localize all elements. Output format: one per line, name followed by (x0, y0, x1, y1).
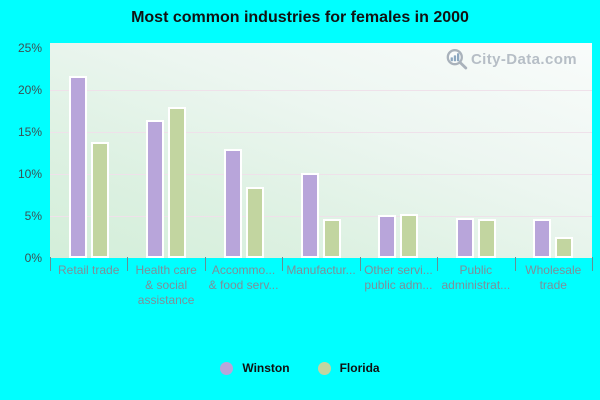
bar-winston-1 (146, 120, 165, 258)
x-axis-tick-7 (592, 257, 593, 271)
y-tick-label-15%: 15% (17, 125, 42, 139)
x-axis-tick-2 (204, 257, 206, 271)
bar-florida-6 (555, 237, 574, 258)
watermark-text: City-Data.com (470, 51, 577, 68)
x-category-label-3: Manufactur... (286, 263, 356, 277)
x-category-label-5: Public administrat... (441, 263, 511, 292)
chart-title: Most common industries for females in 20… (131, 9, 469, 26)
x-category-label-0: Retail trade (58, 263, 120, 277)
x-category-label-4: Other servi... public adm... (364, 263, 433, 292)
y-tick-label-0%: 0% (24, 251, 42, 265)
x-axis-tick-4 (359, 257, 361, 271)
bar-winston-5 (455, 217, 474, 258)
legend: Winston Florida (0, 361, 600, 375)
bar-florida-1 (168, 106, 187, 258)
legend-swatch-winston (220, 361, 234, 375)
y-tick-label-5%: 5% (24, 209, 42, 223)
x-category-label-1: Health care & social assistance (135, 263, 197, 307)
legend-swatch-florida (317, 361, 331, 375)
bar-winston-6 (533, 219, 552, 258)
x-category-label-2: Accommo... & food serv... (208, 263, 279, 292)
x-axis-tick-3 (282, 257, 284, 271)
gridline-5% (50, 216, 592, 217)
legend-item-winston: Winston (220, 361, 290, 375)
bar-florida-4 (400, 214, 419, 258)
y-tick-label-10%: 10% (17, 167, 42, 181)
x-axis-tick-1 (127, 257, 129, 271)
bar-florida-0 (90, 142, 109, 258)
bar-winston-3 (301, 173, 319, 258)
bar-florida-3 (323, 218, 341, 258)
gridline-15% (50, 132, 592, 133)
bar-florida-5 (477, 218, 496, 258)
watermark: City-Data.com (445, 48, 577, 71)
y-tick-label-25%: 25% (17, 41, 42, 55)
x-axis-tick-6 (514, 257, 516, 271)
x-axis-tick-0 (50, 257, 51, 271)
gridline-20% (50, 90, 592, 91)
plot-area: City-Data.com (50, 43, 592, 258)
bar-winston-2 (223, 148, 242, 258)
legend-item-florida: Florida (317, 361, 380, 375)
legend-label-winston: Winston (242, 361, 290, 375)
x-axis-tick-5 (437, 257, 439, 271)
bar-winston-0 (68, 75, 87, 258)
y-tick-label-20%: 20% (17, 83, 42, 97)
legend-label-florida: Florida (339, 361, 380, 375)
city-data-logo-icon (446, 49, 468, 70)
bar-florida-2 (245, 187, 264, 258)
gridline-10% (50, 174, 592, 175)
bar-winston-4 (378, 215, 397, 258)
x-category-label-6: Wholesale trade (525, 263, 582, 292)
